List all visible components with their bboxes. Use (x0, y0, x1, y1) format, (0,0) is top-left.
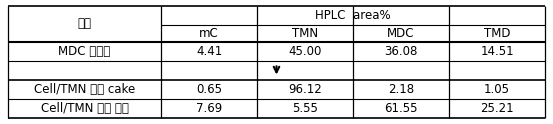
Text: Cell/TMN 여과 여액: Cell/TMN 여과 여액 (40, 102, 128, 115)
Text: TMD: TMD (484, 27, 510, 40)
Text: 25.21: 25.21 (480, 102, 514, 115)
Text: 구분: 구분 (77, 17, 92, 30)
Text: 61.55: 61.55 (384, 102, 418, 115)
Text: 1.05: 1.05 (484, 83, 510, 96)
Text: 4.41: 4.41 (196, 45, 222, 58)
Text: HPLC  area%: HPLC area% (315, 9, 391, 22)
Text: 5.55: 5.55 (292, 102, 318, 115)
Text: 0.65: 0.65 (196, 83, 222, 96)
Text: mC: mC (199, 27, 219, 40)
Text: 96.12: 96.12 (288, 83, 322, 96)
Text: 36.08: 36.08 (384, 45, 418, 58)
Text: MDC 반응액: MDC 반응액 (59, 45, 111, 58)
Text: TMN: TMN (292, 27, 318, 40)
Text: 7.69: 7.69 (196, 102, 222, 115)
Text: 14.51: 14.51 (480, 45, 514, 58)
Text: 45.00: 45.00 (288, 45, 322, 58)
Text: MDC: MDC (387, 27, 415, 40)
Text: 2.18: 2.18 (388, 83, 414, 96)
Text: Cell/TMN 여과 cake: Cell/TMN 여과 cake (34, 83, 135, 96)
